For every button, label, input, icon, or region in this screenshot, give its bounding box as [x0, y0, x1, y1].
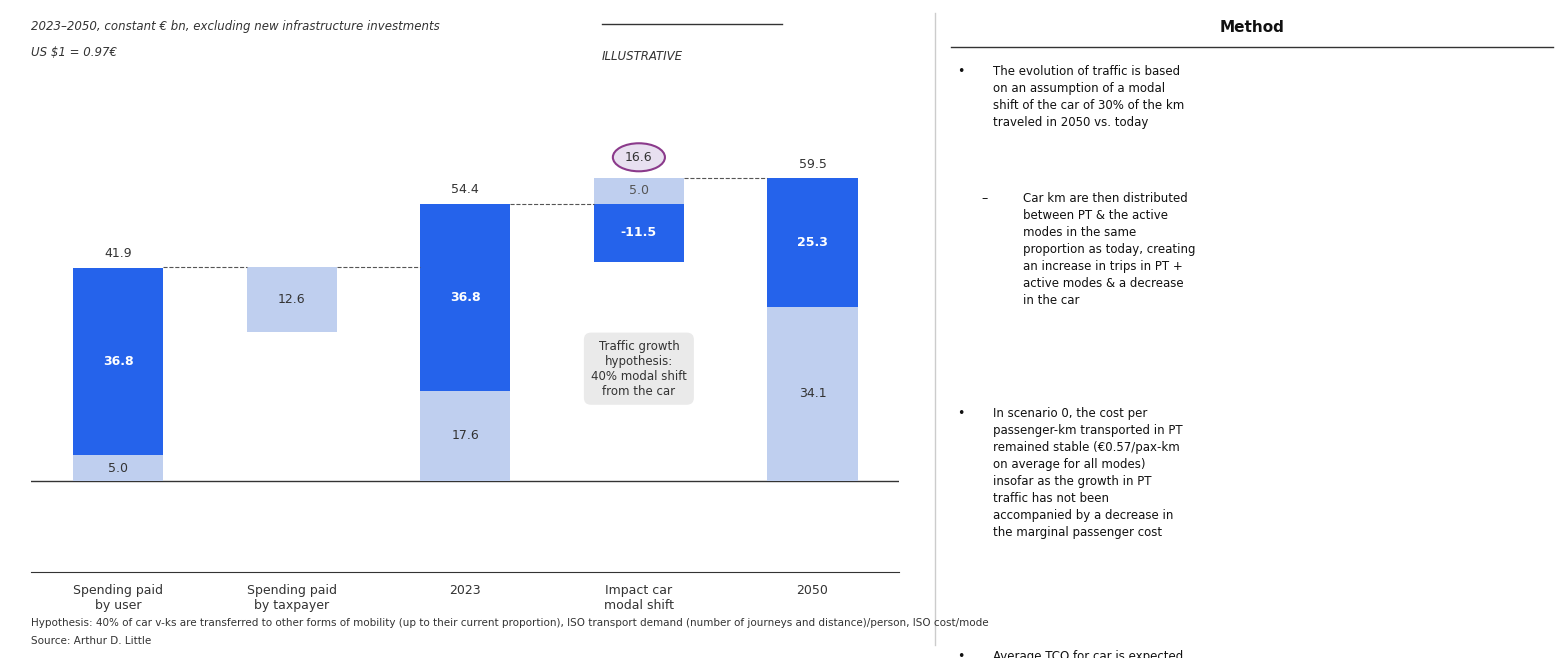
Bar — [74, 268, 163, 455]
Text: Car km are then distributed
between PT & the active
modes in the same
proportion: Car km are then distributed between PT &… — [1023, 192, 1195, 307]
Bar — [421, 391, 510, 481]
Text: 36.8: 36.8 — [103, 355, 133, 368]
Text: 54.4: 54.4 — [452, 183, 479, 196]
Text: US $1 = 0.97€: US $1 = 0.97€ — [31, 46, 117, 59]
Text: 34.1: 34.1 — [799, 388, 826, 401]
Text: Average TCO for car is expected
to decrease (at iso-situation)
with EV: Average TCO for car is expected to decre… — [993, 650, 1184, 658]
Text: 5.0: 5.0 — [108, 461, 128, 474]
Text: 5.0: 5.0 — [629, 184, 649, 197]
Text: Hypothesis: 40% of car v-ks are transferred to other forms of mobility (up to th: Hypothesis: 40% of car v-ks are transfer… — [31, 619, 988, 628]
Text: 5.0: 5.0 — [629, 157, 649, 170]
Text: 41.9: 41.9 — [105, 247, 131, 260]
Text: •: • — [957, 650, 965, 658]
Text: –: – — [981, 192, 987, 205]
Text: 36.8: 36.8 — [450, 291, 480, 304]
Text: The evolution of traffic is based
on an assumption of a modal
shift of the car o: The evolution of traffic is based on an … — [993, 65, 1184, 129]
Text: •: • — [957, 65, 965, 78]
Text: 2023–2050, constant € bn, excluding new infrastructure investments: 2023–2050, constant € bn, excluding new … — [31, 20, 439, 33]
Text: Method: Method — [1220, 20, 1284, 35]
Text: 12.6: 12.6 — [278, 293, 305, 306]
Text: ILLUSTRATIVE: ILLUSTRATIVE — [602, 49, 683, 63]
Bar — [594, 203, 683, 263]
Bar — [594, 178, 683, 203]
Bar — [247, 267, 336, 332]
Bar — [768, 307, 857, 481]
Text: 16.6: 16.6 — [626, 151, 652, 164]
Bar — [421, 203, 510, 391]
Text: •: • — [957, 407, 965, 420]
Text: -11.5: -11.5 — [621, 226, 657, 240]
Text: 25.3: 25.3 — [798, 236, 827, 249]
Bar — [74, 455, 163, 481]
Bar — [768, 178, 857, 307]
Text: 59.5: 59.5 — [799, 157, 826, 170]
Text: Source: Arthur D. Little: Source: Arthur D. Little — [31, 636, 152, 645]
Text: In scenario 0, the cost per
passenger-km transported in PT
remained stable (€0.5: In scenario 0, the cost per passenger-km… — [993, 407, 1182, 538]
Text: 17.6: 17.6 — [452, 430, 479, 442]
Text: Traffic growth
hypothesis:
40% modal shift
from the car: Traffic growth hypothesis: 40% modal shi… — [591, 340, 687, 397]
Ellipse shape — [613, 143, 665, 171]
